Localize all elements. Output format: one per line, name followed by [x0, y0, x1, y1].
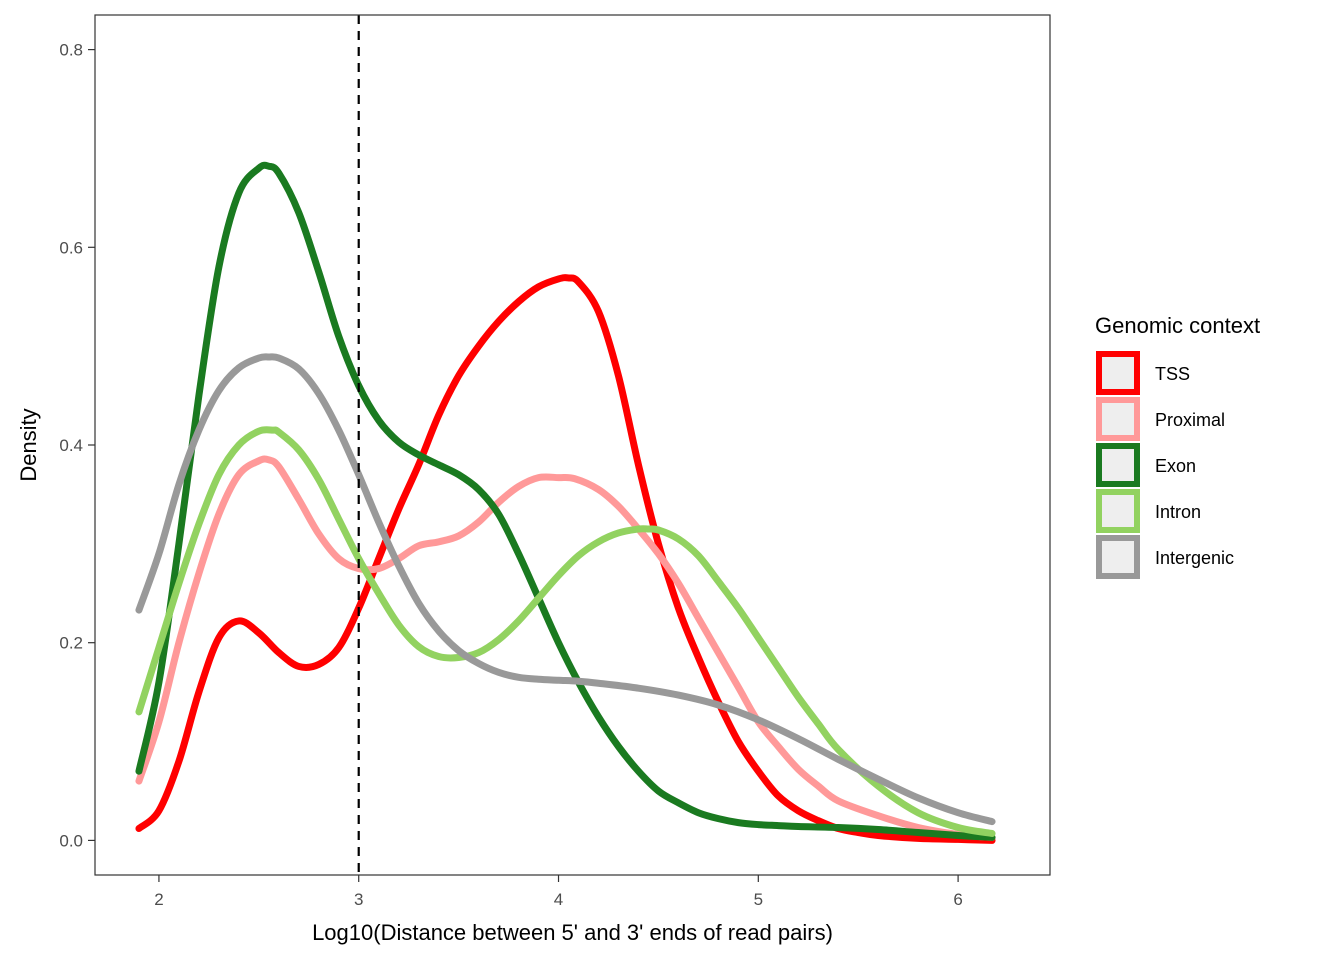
plot-area: [94, 14, 1051, 876]
legend: Genomic context TSS Proximal Exon Intron Int…: [1095, 313, 1260, 579]
series-line-intron: [135, 426, 996, 837]
legend-label-intron: Intron: [1155, 502, 1201, 522]
panel-background: [95, 15, 1050, 875]
legend-item-tss: TSS: [1096, 351, 1190, 395]
legend-title: Genomic context: [1095, 313, 1260, 338]
y-tick-label: 0.2: [59, 634, 83, 653]
series-line-intergenic: [135, 353, 996, 826]
legend-key-exon: [1096, 443, 1140, 487]
x-tick-label: 5: [754, 890, 763, 909]
x-tick-label: 2: [154, 890, 163, 909]
x-tick-label: 4: [554, 890, 563, 909]
x-tick-label: 3: [354, 890, 363, 909]
series-line-tss: [135, 274, 996, 844]
y-axis-title: Density: [16, 408, 41, 481]
density-lines: [135, 161, 996, 844]
series-line-proximal: [135, 455, 996, 841]
y-tick-label: 0.4: [59, 436, 83, 455]
legend-item-exon: Exon: [1096, 443, 1196, 487]
legend-key-proximal: [1096, 397, 1140, 441]
x-axis-title: Log10(Distance between 5' and 3' ends of…: [312, 920, 833, 945]
y-axis: 0.0 0.2 0.4 0.6 0.8: [59, 41, 95, 850]
legend-item-proximal: Proximal: [1096, 397, 1225, 441]
legend-label-exon: Exon: [1155, 456, 1196, 476]
legend-label-proximal: Proximal: [1155, 410, 1225, 430]
legend-items: TSS Proximal Exon Intron Intergenic: [1096, 351, 1234, 579]
legend-key-tss: [1096, 351, 1140, 395]
y-tick-label: 0.0: [59, 831, 83, 850]
x-tick-label: 6: [953, 890, 962, 909]
series-line-exon: [135, 161, 996, 841]
legend-label-intergenic: Intergenic: [1155, 548, 1234, 568]
legend-item-intergenic: Intergenic: [1096, 535, 1234, 579]
legend-key-intergenic: [1096, 535, 1140, 579]
y-tick-label: 0.6: [59, 238, 83, 257]
legend-label-tss: TSS: [1155, 364, 1190, 384]
legend-key-intron: [1096, 489, 1140, 533]
legend-item-intron: Intron: [1096, 489, 1201, 533]
x-axis: 2 3 4 5 6: [154, 875, 963, 909]
y-tick-label: 0.8: [59, 41, 83, 60]
